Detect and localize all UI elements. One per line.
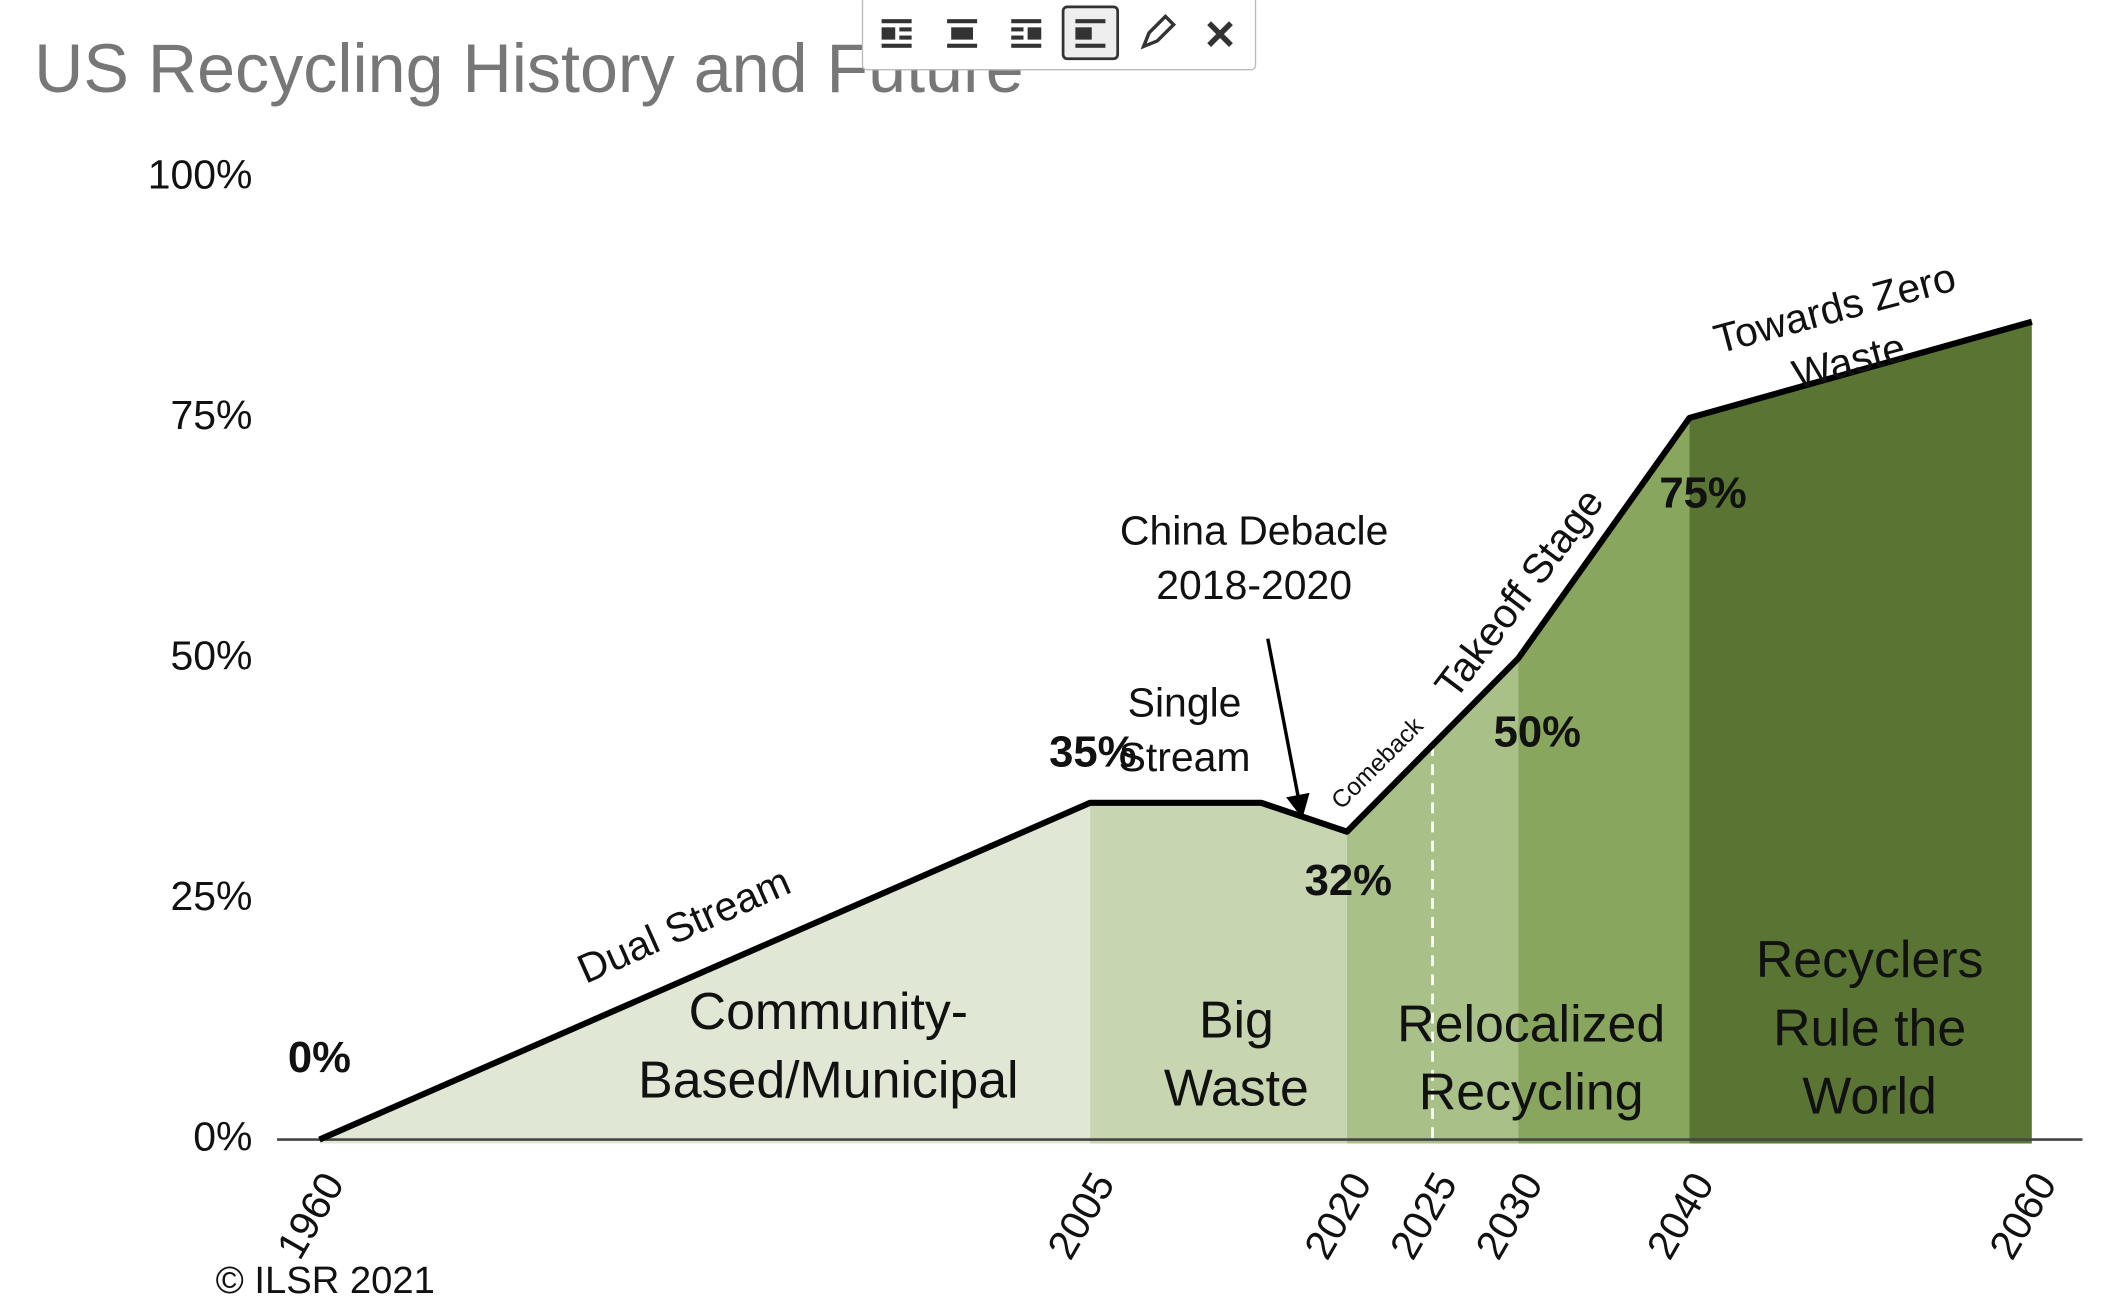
- line: [318, 318, 2033, 1143]
- y-tick-label: 100%: [148, 151, 253, 197]
- x-tick-label: 2040: [1638, 1165, 1723, 1267]
- y-tick-label: 25%: [171, 873, 253, 919]
- icon-wrap-right[interactable]: [1011, 19, 1042, 24]
- toolbar: [861, 0, 1257, 71]
- region-label: Rule the: [1773, 998, 1966, 1056]
- point-label: 75%: [1659, 468, 1746, 517]
- toolbar-icons: [881, 5, 1233, 61]
- point-label: 32%: [1305, 856, 1392, 905]
- x-tick-label: 2025: [1381, 1165, 1466, 1267]
- region-fill: [1689, 321, 2032, 1144]
- annotation: China Debacle 2018-2020: [1120, 507, 1389, 608]
- point-label: 0%: [288, 1033, 351, 1082]
- toolbar-box: [861, 0, 1257, 71]
- annotation-text: 2018-2020: [1156, 562, 1352, 608]
- icon-center[interactable]: [947, 19, 978, 24]
- annotation: Single Stream: [1119, 679, 1251, 780]
- point-label: 50%: [1494, 707, 1581, 756]
- annotation-text: China Debacle: [1120, 507, 1389, 553]
- y-tick-label: 50%: [171, 632, 253, 678]
- icon-wrap-left[interactable]: [881, 19, 912, 24]
- x-tick-label: 1960: [268, 1165, 353, 1267]
- point-label: 35%: [1049, 728, 1136, 777]
- region-label: Waste: [1164, 1058, 1309, 1116]
- region-label: Based/Municipal: [638, 1050, 1018, 1108]
- region-label: Big: [1199, 990, 1274, 1048]
- region-label: Recycling: [1419, 1063, 1644, 1121]
- chart-title: US Recycling History and Future: [34, 31, 1024, 107]
- icon-close[interactable]: [1207, 21, 1233, 48]
- footer: © ILSR 2021: [216, 1259, 435, 1302]
- annotation-text: Stream: [1119, 734, 1251, 780]
- annotation-arrow: [1266, 638, 1310, 819]
- annotation-text: Single: [1128, 679, 1242, 725]
- x-tick-label: 2030: [1466, 1165, 1551, 1267]
- y-tick-label: 75%: [171, 392, 253, 438]
- icon-edit[interactable]: [1140, 14, 1177, 50]
- x-tick-label: 2060: [1980, 1165, 2065, 1267]
- y-tick-label: 0%: [193, 1113, 252, 1159]
- x-tick-label: 2005: [1038, 1165, 1123, 1267]
- region-label: Community-: [689, 982, 968, 1040]
- region-label: Recyclers: [1756, 930, 1984, 988]
- x-tick-label: 2020: [1295, 1165, 1380, 1267]
- region-label: World: [1802, 1067, 1936, 1125]
- region-label: Relocalized: [1397, 994, 1665, 1052]
